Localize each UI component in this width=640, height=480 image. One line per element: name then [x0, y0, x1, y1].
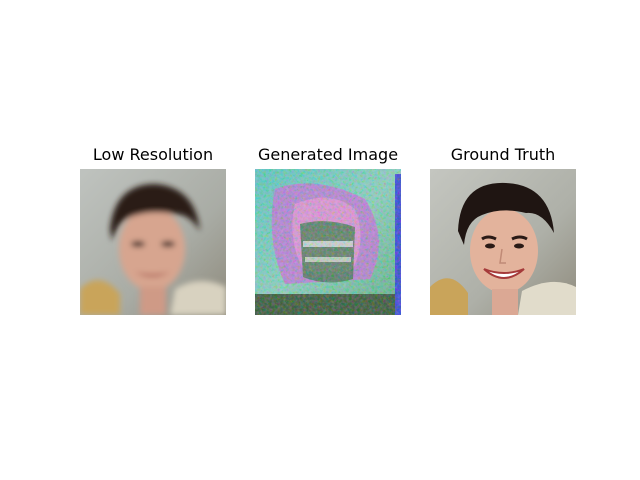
panel-title-low-resolution: Low Resolution — [92, 145, 214, 164]
panel-title-ground-truth: Ground Truth — [450, 145, 556, 164]
low-resolution-image — [80, 169, 226, 315]
panel-title-generated-image: Generated Image — [257, 145, 399, 164]
ground-truth-image — [430, 169, 576, 315]
generated-image — [255, 169, 401, 315]
